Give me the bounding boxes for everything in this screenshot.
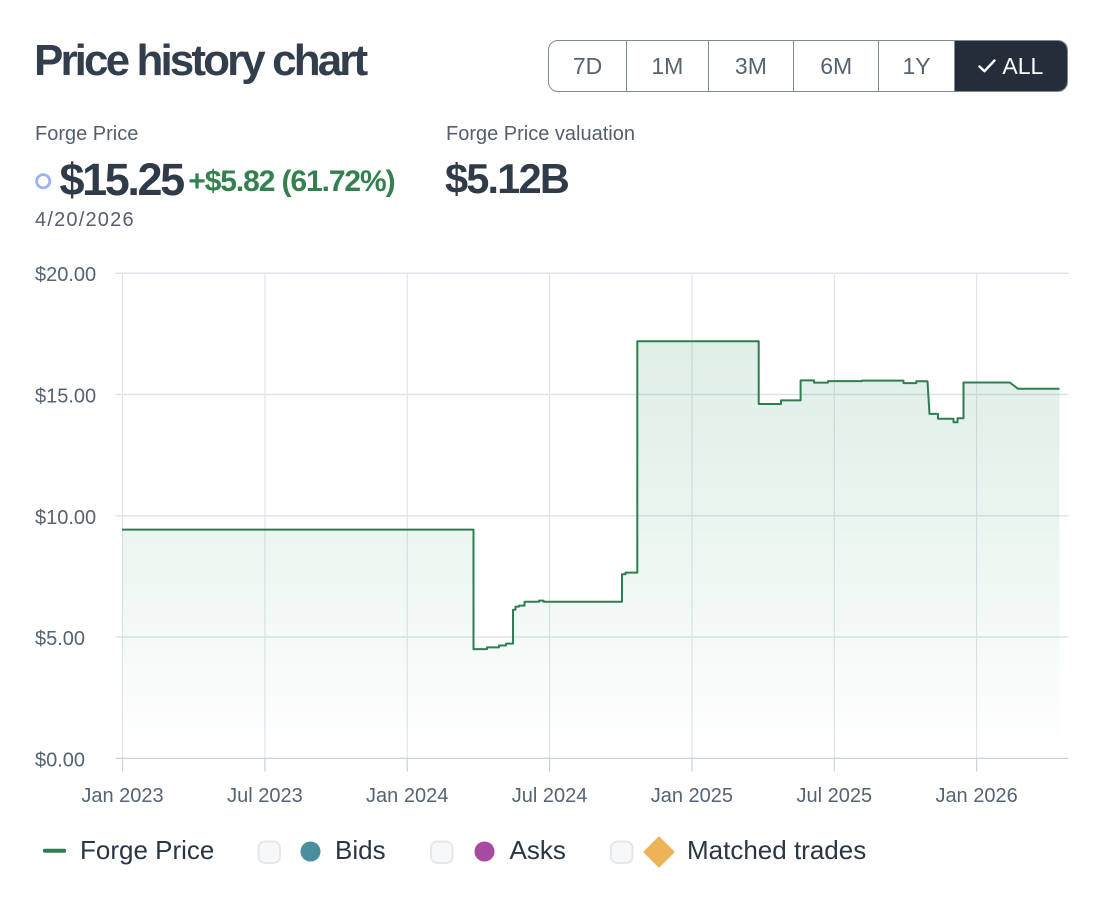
svg-text:Jan 2023: Jan 2023 <box>81 785 163 807</box>
svg-text:Jan 2026: Jan 2026 <box>935 785 1017 807</box>
svg-text:Jul 2023: Jul 2023 <box>227 785 303 807</box>
svg-text:$0.00: $0.00 <box>35 749 85 771</box>
svg-text:Jul 2025: Jul 2025 <box>796 785 872 807</box>
svg-text:Jan 2024: Jan 2024 <box>366 785 448 807</box>
svg-text:Bids: Bids <box>335 835 386 865</box>
svg-text:$5.00: $5.00 <box>35 628 85 650</box>
svg-text:$15.00: $15.00 <box>35 386 96 408</box>
svg-text:$10.00: $10.00 <box>35 507 96 529</box>
svg-text:Jul 2024: Jul 2024 <box>512 785 588 807</box>
svg-text:Matched trades: Matched trades <box>687 835 866 865</box>
svg-text:$20.00: $20.00 <box>35 264 96 286</box>
svg-text:Jan 2025: Jan 2025 <box>651 785 733 807</box>
svg-text:Asks: Asks <box>510 835 566 865</box>
svg-text:Forge Price: Forge Price <box>80 835 214 865</box>
